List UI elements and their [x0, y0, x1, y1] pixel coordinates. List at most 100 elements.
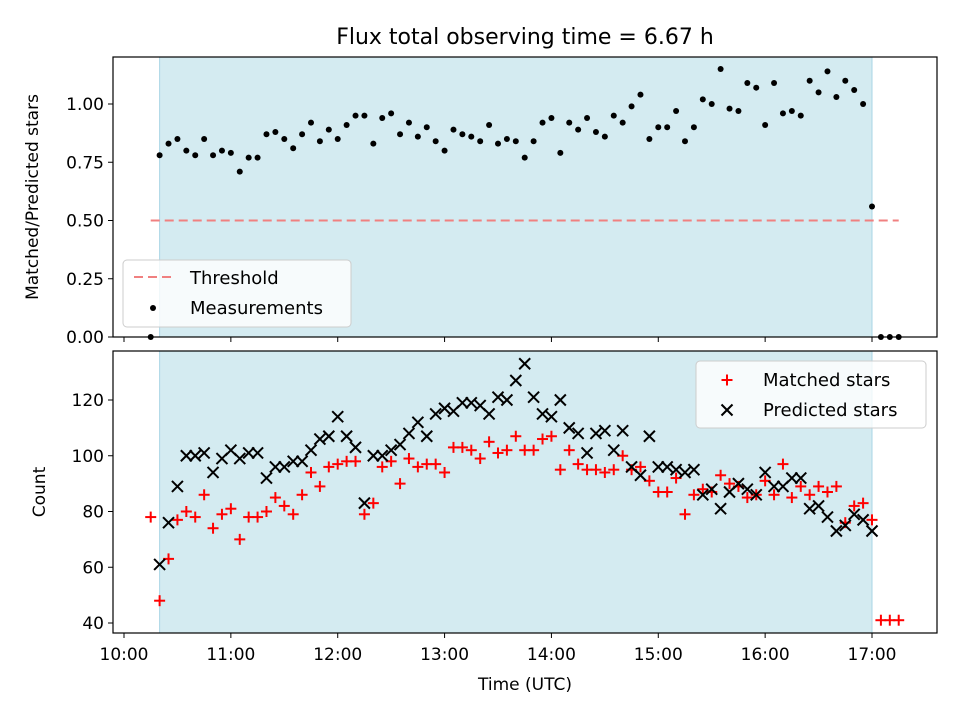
matched-star-point	[332, 458, 344, 470]
marker-d2	[162, 516, 175, 529]
matched-star-point	[439, 466, 451, 478]
predicted-star-point	[767, 480, 781, 493]
predicted-star-point	[660, 460, 674, 474]
legend-plus-marker	[721, 374, 733, 386]
measurement-point	[272, 128, 279, 135]
measurement-point	[628, 103, 635, 110]
matched-star-point	[537, 433, 549, 445]
predicted-star-point	[349, 441, 362, 454]
matched-star-point	[848, 500, 860, 512]
measurement-point	[352, 112, 359, 119]
matched-star-point	[394, 478, 406, 490]
matched-star-point	[216, 508, 228, 520]
measurement-point	[370, 140, 377, 147]
matched-star-point	[777, 458, 789, 470]
top-y-tick-label: 0.75	[66, 153, 104, 173]
matched-star-point	[563, 444, 575, 456]
predicted-star-point	[331, 410, 344, 423]
predicted-star-point	[197, 446, 211, 460]
measurement-point	[290, 145, 297, 152]
predicted-star-point	[732, 477, 745, 490]
matched-star-point	[768, 489, 780, 501]
predicted-star-point	[830, 524, 843, 538]
predicted-star-point	[304, 443, 318, 457]
measurement-point	[263, 131, 270, 138]
predicted-star-point	[429, 407, 442, 421]
bottom-legend: Matched stars Predicted stars	[695, 360, 927, 429]
matched-star-point	[260, 506, 272, 517]
bottom-panel: 40 60 80 100 120 10:00 11:00 12:00 13:00 14:00 15…	[30, 350, 938, 695]
matched-star-point	[795, 480, 807, 492]
matched-star-point	[403, 453, 415, 465]
matched-star-point	[483, 436, 495, 448]
marker-d2	[652, 460, 665, 474]
marker-d2	[153, 558, 166, 571]
matched-stars-series	[145, 430, 905, 626]
measurement-point	[842, 77, 849, 84]
measurement-point	[441, 147, 448, 154]
marker-d2	[607, 443, 620, 457]
measurement-point	[646, 135, 653, 142]
chart-title: Flux total observing time = 6.67 h	[336, 25, 714, 50]
predicted-star-point	[785, 471, 799, 485]
marker-d2	[171, 480, 184, 493]
marker-d2	[758, 466, 772, 479]
measurement-point	[397, 131, 404, 138]
legend-cross-marker	[720, 403, 734, 417]
top-x-ticks	[123, 337, 873, 342]
predicted-star-point	[554, 393, 567, 407]
top-legend: Threshold Measurements	[122, 259, 352, 328]
matched-star-point	[510, 430, 522, 442]
matched-star-point	[866, 514, 878, 526]
measurement-point	[503, 135, 510, 142]
measurement-point	[459, 131, 466, 138]
marker-d2	[643, 430, 656, 443]
measurement-point	[316, 138, 323, 145]
measurement-point	[869, 203, 875, 210]
marker-d2	[625, 460, 638, 474]
marker-d2	[785, 471, 799, 485]
predicted-star-point	[438, 402, 451, 415]
matched-star-point	[554, 464, 566, 476]
marker-d2	[206, 466, 220, 479]
predicted-star-point	[393, 438, 407, 451]
measurement-point	[673, 107, 680, 114]
marker-d2	[358, 496, 371, 510]
matched-star-point	[821, 486, 833, 498]
marker-d2	[830, 524, 843, 538]
marker-d2	[794, 471, 807, 485]
bottom-x-ticks: 10:00 11:00 12:00 13:00 14:00 15:00 16:00 17:00	[100, 633, 897, 665]
measurement-point	[477, 138, 484, 145]
predicted-star-point	[322, 430, 336, 443]
matched-star-point	[501, 444, 513, 456]
marker-d2	[429, 407, 442, 421]
predicted-star-point	[206, 466, 220, 479]
marker-d2	[233, 452, 246, 465]
predicted-star-point	[384, 443, 398, 457]
bottom-legend-box	[695, 360, 927, 429]
measurement-point	[744, 80, 751, 87]
marker-d2	[616, 424, 629, 437]
measurement-point	[156, 152, 163, 159]
predicted-star-point	[856, 513, 870, 527]
marker-d2	[705, 482, 718, 496]
measurement-point	[771, 80, 778, 87]
measurement-point	[192, 152, 199, 159]
measurement-point	[468, 133, 475, 140]
marker-d2	[295, 455, 309, 468]
measurement-point	[201, 135, 208, 142]
measurement-point	[227, 149, 234, 156]
bottom-x-tick-label: 16:00	[741, 645, 790, 665]
bottom-x-tick-label: 17:00	[848, 645, 897, 665]
predicted-star-point	[260, 471, 273, 485]
top-axes-frame	[112, 56, 938, 338]
predicted-star-point	[402, 427, 416, 440]
measurements-series	[147, 66, 902, 340]
marker-d2	[812, 499, 825, 513]
predicted-stars-series	[153, 357, 879, 571]
marker-d2	[260, 471, 273, 485]
x-axis-label: Time (UTC)	[477, 675, 572, 695]
predicted-star-point	[180, 449, 193, 462]
marker-d2	[242, 446, 255, 460]
predicted-star-point	[598, 424, 612, 437]
